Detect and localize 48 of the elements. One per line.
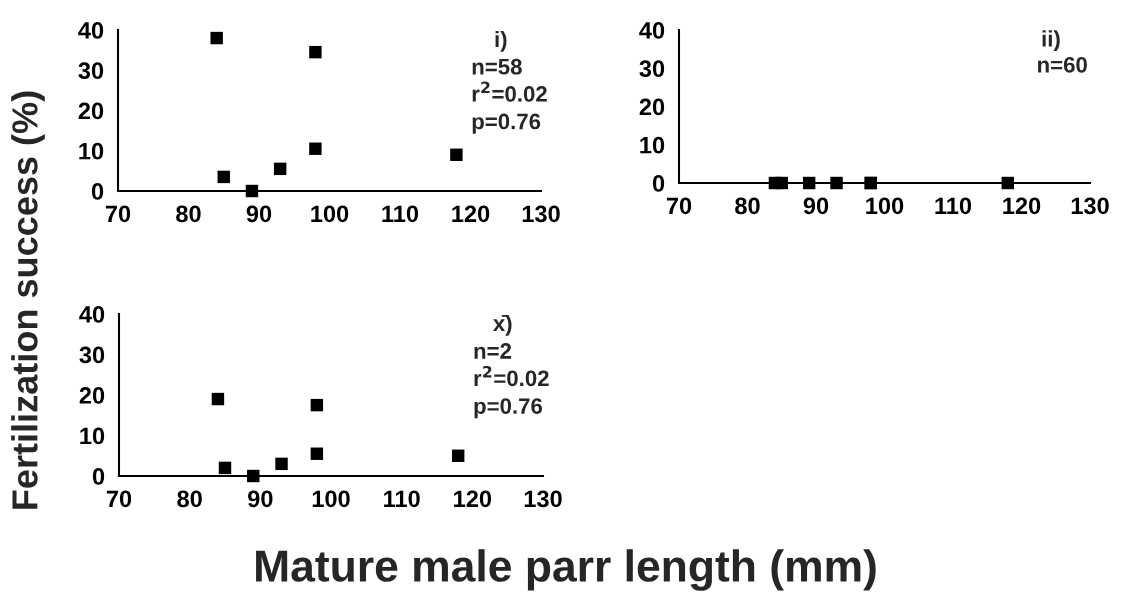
x-tick-label: 110 [382,205,419,223]
x-tick-label: 90 [246,205,272,223]
x-tick-label: 70 [106,490,132,508]
x-tick-label: 100 [866,197,904,215]
x-tick-label: 70 [105,205,131,223]
y-tick-label: 30 [639,60,665,78]
y-tick-label: 30 [78,62,104,80]
x-tick-label: 100 [312,490,350,508]
x-tick-label: 90 [803,197,829,215]
annotation: n=60 [1038,56,1087,73]
x-tick-label: 70 [666,197,692,215]
x-tick-label: 80 [176,205,201,223]
annotation: i) [495,30,507,52]
x-tick-label: 100 [311,205,349,223]
x-axis-title: Mature male parr length (mm) [256,549,876,591]
annotation: n=58 [472,58,522,75]
x-tick-label: 130 [1071,197,1109,215]
x-tick-label: 80 [735,197,760,215]
annotation: ii) [1042,30,1060,52]
x-tick-label: 110 [384,490,420,508]
annotation: p=0.76 [472,113,541,134]
x-tick-label: 110 [935,197,972,215]
x-tick-label: 90 [248,490,273,508]
x-tick-label: 120 [452,205,490,223]
annotation: p=0.76 [474,398,543,419]
y-tick-label: 40 [79,306,105,323]
annotation: r$^{2}$=0.02 [474,365,549,387]
y-axis-title: Fertilization success (%) [11,91,45,509]
y-tick-label: 10 [80,427,105,445]
y-tick-label: 20 [639,98,665,116]
x-tick-label: 120 [454,490,492,508]
y-tick-label: 10 [640,136,665,154]
y-tick-label: 20 [79,387,105,404]
y-tick-label: 0 [91,183,104,200]
y-tick-label: 10 [79,142,104,160]
annotation: n=2 [474,343,512,359]
y-tick-label: 40 [639,22,665,39]
y-tick-label: 30 [79,346,105,364]
annotation: r$^{2}$=0.02 [472,81,547,102]
y-tick-label: 0 [652,175,665,192]
y-tick-label: 40 [78,22,104,39]
x-tick-label: 120 [1003,197,1041,215]
x-tick-label: 130 [522,205,560,223]
x-tick-label: 130 [524,490,562,508]
y-tick-label: 20 [78,102,104,120]
y-tick-label: 0 [92,468,105,485]
annotation: x̄) [492,314,512,336]
x-tick-label: 80 [177,490,202,508]
